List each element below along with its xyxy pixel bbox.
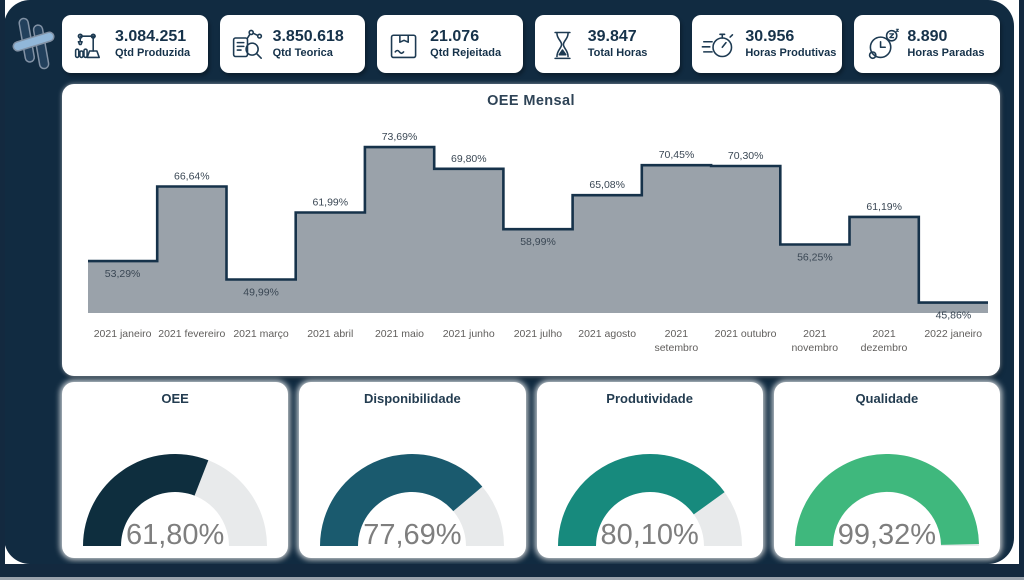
x-tick: 2021 agosto (578, 328, 637, 340)
data-label: 70,30% (728, 150, 764, 162)
gauge-arc (794, 453, 979, 546)
kpi-card-qtd-produzida[interactable]: 3.084.251 Qtd Produzida (62, 15, 208, 73)
kpi-row: 3.084.251 Qtd Produzida 3.850.618 Qtd Te… (62, 15, 1000, 73)
data-label: 45,86% (936, 310, 972, 322)
data-label: 58,99% (520, 236, 556, 248)
kpi-label: Qtd Rejeitada (430, 46, 502, 59)
gauge-value: 61,80% (125, 519, 225, 551)
data-label: 69,80% (451, 153, 487, 165)
x-tick: 2021 maio (374, 328, 424, 340)
gauge-arc-chart (794, 453, 979, 546)
gauge-value: 99,32% (837, 519, 937, 551)
gauge-card-oee[interactable]: OEE 61,80% (62, 382, 289, 558)
kpi-label: Horas Paradas (907, 46, 985, 59)
window-frame-left (0, 0, 5, 580)
idle-clock-icon (863, 26, 900, 63)
step-area-plot[interactable]: 53,29% 66,64% 49,99% 61,99% 73,69% 69,80% 58,9… (62, 111, 1000, 327)
x-tick: 2021 março (233, 328, 289, 340)
x-axis-labels: 2021 janeiro 2021 fevereiro 2021 março 2021… (62, 328, 1000, 355)
gauge-arc (557, 454, 725, 546)
data-label: 61,19% (866, 201, 902, 213)
data-label: 49,99% (243, 287, 279, 299)
data-label: 65,08% (589, 179, 625, 191)
x-tick: 2021 julho (513, 328, 563, 340)
gauge-title: Qualidade (855, 391, 919, 406)
window-frame-right (1019, 0, 1024, 580)
package-icon (386, 26, 423, 63)
kpi-label: Qtd Produzida (115, 46, 191, 59)
data-label: 56,25% (797, 252, 833, 264)
kpi-card-qtd-teorica[interactable]: 3.850.618 Qtd Teorica (219, 15, 366, 73)
report-canvas: 3.084.251 Qtd Produzida 3.850.618 Qtd Te… (4, 0, 1014, 564)
gauge-row: OEE 61,80% Disponibilidade 77,69% Produt… (62, 382, 1000, 558)
kpi-card-total-horas[interactable]: 39.847 Total Horas (534, 15, 681, 73)
x-tick: 2021 novembro (791, 328, 839, 354)
robot-arm-icon (71, 26, 108, 63)
kpi-value: 8.890 (907, 28, 948, 46)
stopwatch-icon (701, 26, 738, 63)
chart-title: OEE Mensal (487, 93, 575, 109)
propeller-logo-icon (10, 12, 58, 76)
x-tick: 2021 janeiro (93, 328, 152, 340)
gauge-card-disponibilidade[interactable]: Disponibilidade 77,69% (299, 382, 526, 558)
gauge-arc-chart (557, 454, 742, 546)
data-label: 70,45% (659, 149, 695, 161)
gauge-title: OEE (161, 391, 189, 406)
kpi-label: Total Horas (587, 46, 648, 59)
gauge-value: 77,69% (363, 519, 462, 551)
data-label: 66,64% (174, 171, 210, 183)
gauge-title: Disponibilidade (363, 391, 461, 406)
kpi-card-horas-produtivas[interactable]: 30.956 Horas Produtivas (692, 15, 843, 73)
x-tick: 2022 janeiro (924, 328, 983, 340)
kpi-card-qtd-rejeitada[interactable]: 21.076 Qtd Rejeitada (377, 15, 523, 73)
gauge-arc-chart (83, 454, 268, 546)
x-tick: 2021 fevereiro (158, 328, 226, 340)
x-tick: 2021 outubro (714, 328, 777, 340)
gauge-arc (83, 454, 209, 546)
data-label: 73,69% (382, 131, 418, 143)
kpi-value: 21.076 (430, 28, 480, 46)
x-tick: 2021 abril (307, 328, 354, 340)
kpi-value: 30.956 (745, 28, 795, 46)
kpi-label: Qtd Teorica (272, 46, 333, 59)
gauge-card-qualidade[interactable]: Qualidade 99,32% (773, 382, 1000, 558)
kpi-label: Horas Produtivas (745, 46, 837, 59)
data-label: 61,99% (312, 197, 348, 209)
hourglass-icon (544, 26, 581, 63)
kpi-value: 3.084.251 (115, 28, 187, 46)
kpi-card-horas-paradas[interactable]: 8.890 Horas Paradas (854, 15, 1000, 73)
x-tick: 2021 setembro (654, 328, 699, 354)
kpi-value: 39.847 (587, 28, 637, 46)
gauge-arc (320, 454, 483, 546)
kpi-value: 3.850.618 (272, 28, 344, 46)
window-frame-bottom (0, 564, 1024, 580)
step-outline (88, 145, 988, 304)
oee-mensal-chart-card[interactable]: OEE Mensal 53,29% 66,64% 49,99% 61,99% 73,69… (62, 84, 1000, 376)
gauge-arc-chart (320, 454, 505, 546)
gauge-card-produtividade[interactable]: Produtividade 80,10% (536, 382, 763, 558)
x-tick: 2021 dezembro (860, 328, 908, 354)
x-tick: 2021 junho (442, 328, 495, 340)
gauge-value: 80,10% (600, 519, 699, 551)
gauge-title: Produtividade (606, 391, 693, 406)
data-label: 53,29% (105, 268, 141, 280)
inspection-icon (229, 26, 266, 63)
